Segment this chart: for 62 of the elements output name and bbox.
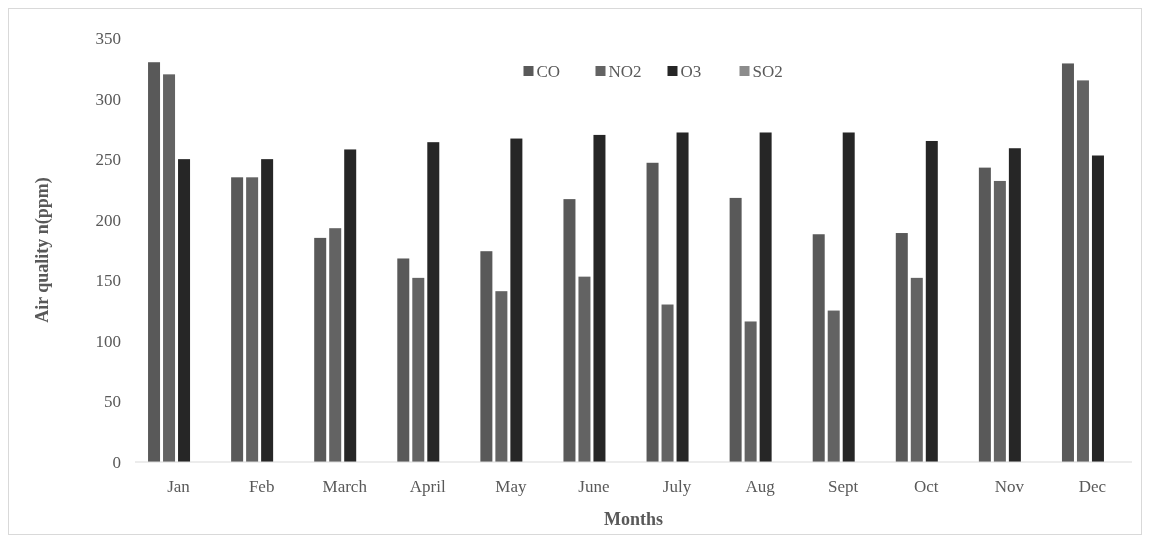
bar	[1076, 80, 1089, 462]
y-tick-label: 200	[95, 210, 121, 230]
x-tick-label: Aug	[745, 477, 776, 496]
bar	[759, 132, 772, 462]
bar	[646, 162, 659, 462]
bar	[510, 138, 523, 462]
x-tick-label: July	[662, 477, 692, 496]
legend-label: SO2	[752, 62, 783, 81]
bar	[329, 228, 342, 462]
bar	[729, 197, 742, 462]
bar	[593, 134, 606, 462]
bar	[163, 74, 176, 462]
bar	[812, 234, 825, 462]
bar	[661, 304, 674, 462]
bar	[925, 140, 938, 462]
bar	[412, 277, 425, 462]
bar	[495, 291, 508, 462]
bar	[480, 251, 493, 462]
bar	[427, 142, 440, 462]
bar	[1008, 148, 1021, 462]
bar	[910, 277, 923, 462]
x-tick-label: Oct	[914, 477, 939, 496]
y-tick-label: 350	[95, 28, 121, 48]
y-tick-label: 100	[95, 331, 121, 351]
bar	[1061, 63, 1074, 462]
bar	[744, 321, 757, 462]
x-tick-label: Feb	[248, 477, 275, 496]
bar	[397, 258, 410, 462]
x-tick-label: June	[578, 477, 610, 496]
bar	[344, 149, 357, 462]
bar	[314, 237, 327, 462]
x-tick-label: March	[322, 477, 368, 496]
legend-label: NO2	[608, 62, 642, 81]
y-tick-label: 0	[112, 452, 121, 472]
x-axis-title: Months	[603, 509, 664, 529]
bar	[578, 276, 591, 462]
x-tick-label: Jan	[167, 477, 191, 496]
bar	[842, 132, 855, 462]
bar	[261, 159, 274, 462]
bar	[978, 167, 991, 462]
bar	[676, 132, 689, 462]
bar	[563, 199, 576, 462]
bar	[246, 177, 259, 462]
x-tick-label: May	[495, 477, 527, 496]
bar	[993, 180, 1006, 462]
bar	[178, 159, 191, 462]
y-tick-label: 250	[95, 150, 121, 170]
bar	[231, 177, 244, 462]
x-tick-label: Dec	[1078, 477, 1107, 496]
y-tick-label: 150	[95, 271, 121, 291]
bar	[895, 233, 908, 462]
x-tick-label: April	[409, 477, 447, 496]
legend-label: CO	[536, 62, 561, 81]
y-tick-label: 300	[95, 89, 121, 109]
x-tick-label: Sept	[828, 477, 859, 496]
y-tick-label: 50	[104, 392, 121, 412]
legend-label: O3	[680, 62, 702, 81]
bar	[1091, 155, 1104, 462]
x-tick-label: Nov	[994, 477, 1025, 496]
bar	[827, 310, 840, 462]
y-axis-title: Air quality n(ppm)	[32, 177, 53, 323]
bar	[148, 62, 161, 462]
